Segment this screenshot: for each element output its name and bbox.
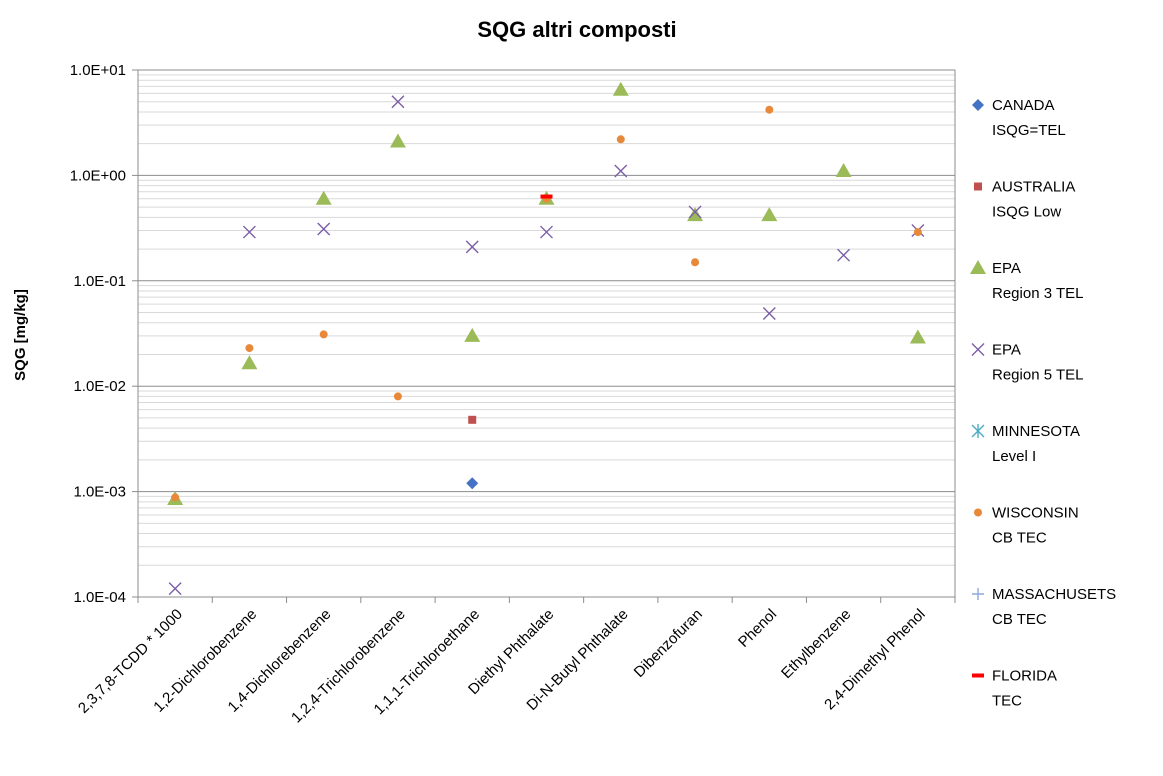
legend-marker-diamond: [972, 99, 984, 111]
x-tick-label: Phenol: [735, 606, 780, 651]
legend-marker-plus: [972, 588, 984, 600]
legend-label: Level I: [992, 448, 1036, 465]
data-point-diamond: [466, 477, 479, 490]
data-point-circle: [245, 344, 254, 353]
legend-label: WISCONSIN: [992, 505, 1079, 522]
x-tick-label: Dibenzofuran: [631, 606, 706, 681]
gridlines: [132, 69, 956, 603]
data-point-circle: [616, 135, 625, 144]
data-point-circle: [691, 258, 700, 267]
data-point-x: [168, 582, 182, 596]
chart-title: SQG altri composti: [477, 17, 676, 42]
legend-marker-dash: [972, 673, 984, 678]
data-point-circle: [319, 330, 328, 339]
data-point-x: [614, 164, 628, 178]
legend-label: Region 3 TEL: [992, 285, 1083, 302]
legend-label: CB TEC: [992, 530, 1047, 547]
legend-label: CB TEC: [992, 611, 1047, 628]
legend-label: MASSACHUSETS: [992, 586, 1116, 603]
data-point-x: [762, 306, 776, 320]
data-point-x: [540, 225, 553, 239]
data-point-triangle: [315, 190, 332, 205]
data-point-triangle: [389, 133, 406, 148]
data-point-triangle: [464, 327, 481, 342]
data-point-triangle: [612, 81, 629, 96]
data-point-circle: [393, 392, 402, 401]
y-axis-ticks: 1.0E-04 1.0E-03 1.0E-02 1.0E-01 1.0E+00 1.0E+…: [70, 62, 126, 606]
y-tick-label: 1.0E-03: [73, 484, 126, 501]
data-point-circle: [765, 105, 774, 114]
legend-marker-square: [974, 182, 982, 191]
data-point-x: [242, 225, 256, 239]
data-point-x: [688, 205, 702, 219]
legend-label: EPA: [992, 260, 1021, 277]
y-tick-label: 1.0E-04: [73, 589, 126, 606]
data-point-x: [317, 222, 331, 236]
data-point-circle: [171, 493, 180, 502]
data-point-x: [837, 248, 851, 262]
legend-marker-circle: [974, 508, 982, 517]
x-axis-ticks: 2,3,7,8-TCDD * 10001,2-Dichlorobenzene1,…: [75, 606, 929, 727]
legend-label: AUSTRALIA: [992, 179, 1075, 196]
data-point-x: [465, 240, 479, 254]
legend-marker-triangle: [970, 260, 986, 274]
legend-label: TEC: [992, 693, 1022, 710]
legend-label: MINNESOTA: [992, 423, 1080, 440]
legend-label: ISQG Low: [992, 204, 1061, 221]
y-tick-label: 1.0E+01: [70, 62, 126, 79]
legend-label: ISQG=TEL: [992, 122, 1066, 139]
data-point-triangle: [909, 329, 926, 344]
data-point-circle: [913, 228, 922, 237]
y-tick-label: 1.0E-02: [73, 378, 126, 395]
data-point-triangle: [761, 207, 778, 222]
legend: CANADA ISQG=TEL AUSTRALIA ISQG Low EPA Region…: [970, 97, 1116, 710]
y-tick-label: 1.0E-01: [73, 273, 126, 290]
legend-label: Region 5 TEL: [992, 367, 1083, 384]
x-tick-label: Ethylbenzene: [778, 606, 854, 682]
data-points: [167, 81, 926, 596]
legend-marker-x: [971, 343, 985, 356]
data-point-x: [391, 95, 405, 109]
legend-label: EPA: [992, 342, 1021, 359]
legend-label: FLORIDA: [992, 668, 1057, 685]
legend-label: CANADA: [992, 97, 1055, 114]
data-point-triangle: [687, 207, 704, 222]
plot-area-border: [137, 69, 956, 598]
data-point-triangle: [835, 163, 852, 178]
y-axis-label: SQG [mg/kg]: [12, 289, 29, 381]
data-point-triangle: [241, 355, 258, 370]
data-point-square: [468, 415, 477, 424]
y-tick-label: 1.0E+00: [70, 167, 126, 184]
data-point-dash: [540, 194, 553, 199]
legend-marker-star: [971, 424, 985, 438]
